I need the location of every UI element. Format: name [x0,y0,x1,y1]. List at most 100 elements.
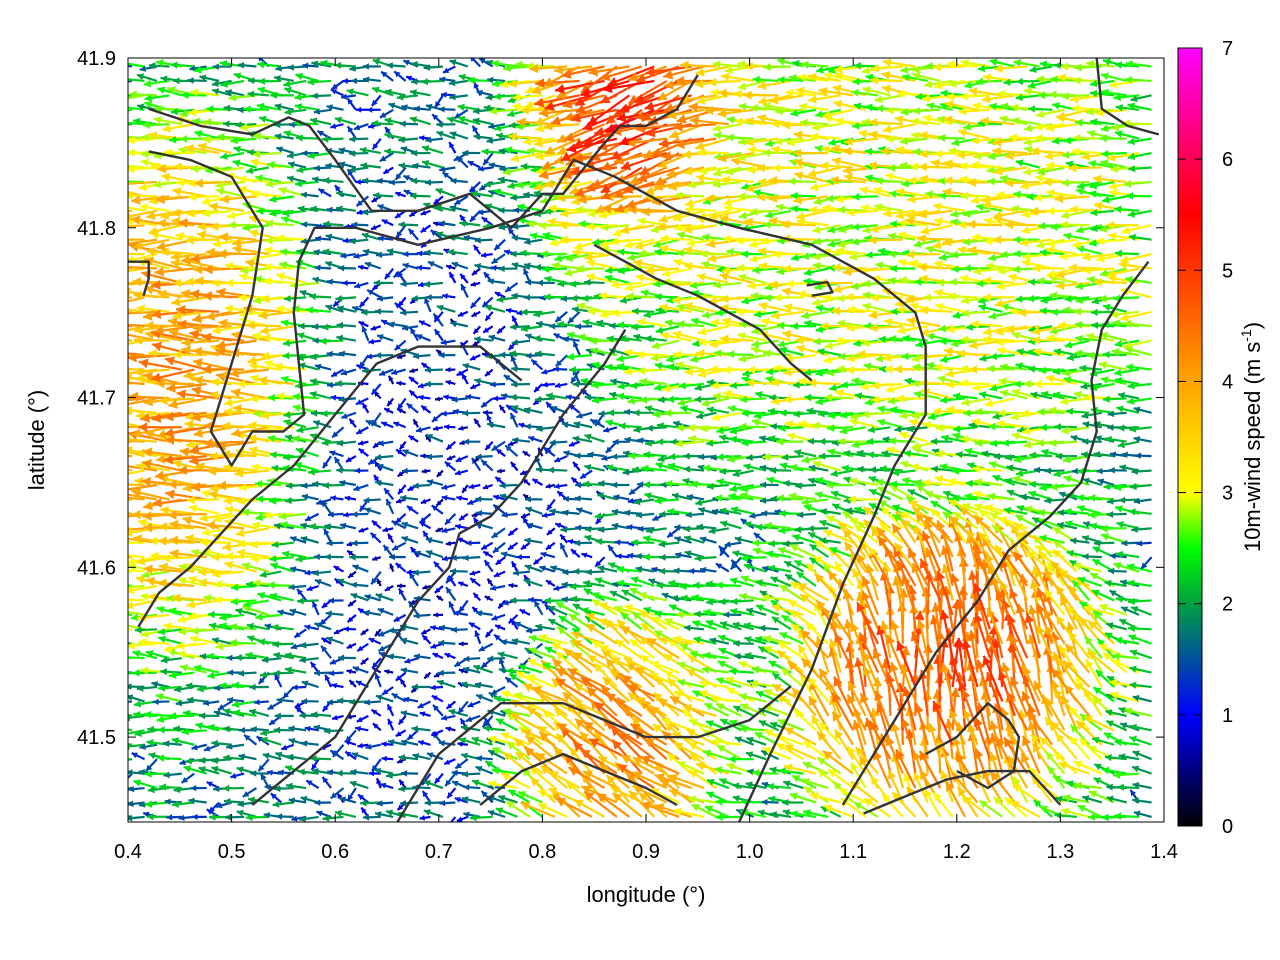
wind-arrow-head [116,583,124,591]
wind-arrow-head [119,352,128,362]
wind-arrow-shaft [97,351,132,355]
wind-arrow-head [119,330,129,339]
wind-arrow-head [96,460,105,469]
wind-arrow-head [105,526,114,536]
wind-arrow-head [97,264,105,273]
wind-arrow-head [94,506,103,515]
wind-arrow-head [107,652,114,660]
wind-arrow-head [114,669,120,676]
wind-arrow-head [97,499,106,508]
wind-arrow-head [110,445,119,454]
wind-arrow-shaft [101,594,132,600]
wind-arrow-head [114,202,122,210]
wind-arrow-head [109,92,116,99]
wind-arrow-head [116,320,125,330]
wind-arrow-head [101,279,109,287]
wind-arrow-shaft [97,499,132,505]
wind-arrow-head [95,295,104,304]
wind-arrow-head [120,534,129,543]
wind-arrow-shaft [117,181,144,182]
wind-arrow-head [119,490,128,500]
wind-arrow-head [112,341,121,350]
wind-arrow-head [102,628,110,636]
wind-arrow [101,133,133,142]
wind-arrow-head [119,653,126,661]
wind-arrow [101,592,132,601]
wind-arrow-head [119,422,128,432]
wind-arrow-shaft [95,477,132,485]
wind-arrow-head [96,246,105,255]
wind-arrow-head [111,785,118,792]
wind-arrow-head [110,757,117,764]
wind-arrow-head [107,151,114,159]
wind-arrow-head [115,539,123,547]
wind-arrow-head [121,779,127,785]
wind-arrow-shaft [100,179,132,181]
wind-arrow-shaft [99,528,132,534]
wind-arrow-head [114,699,120,706]
wind-arrow-shaft [92,325,132,326]
wind-arrow-head [112,471,121,480]
wind-arrow-head [117,95,125,103]
wind-arrow [97,499,132,508]
wind-arrow-head [106,193,113,201]
wind-arrow [97,264,132,273]
wind-arrow-head [102,347,111,357]
wind-arrow-head [95,474,104,483]
wind-arrow-head [123,714,130,721]
wind-arrow-shaft [119,657,145,658]
wind-arrow-head [118,239,127,249]
wind-arrow-head [110,185,119,194]
wind-arrow [96,421,132,430]
wind-arrow-shaft [100,168,132,170]
wind-arrow [95,207,132,216]
wind-arrow-head [111,710,118,717]
wind-arrow-head [107,299,117,308]
wind-arrow-head [122,435,131,444]
wind-arrow-head [118,400,128,410]
wind-arrow [94,357,132,369]
wind-arrow-head [97,347,106,356]
wind-arrow-head [118,643,126,651]
wind-arrow-shaft [101,137,133,138]
wind-arrow-head [122,369,131,378]
wind-arrow-head [118,512,127,522]
wind-arrow-head [117,621,125,629]
wind-arrow [93,433,132,443]
wind-arrow [99,240,132,250]
wind-arrow-shaft [108,484,144,485]
wind-arrow-head [120,119,127,127]
wind-arrow [96,332,132,341]
wind-arrow-head [106,610,113,618]
wind-arrow-shaft [95,297,133,300]
wind-arrow-shaft [96,463,132,471]
wind-arrow-head [96,421,105,430]
wind-arrow [97,413,133,423]
wind-arrow-head [104,377,113,387]
wind-arrow-shaft [98,377,132,384]
wind-arrow-head [117,485,127,495]
wind-arrow [96,460,132,471]
wind-arrow-head [106,580,113,588]
wind-arrow-shaft [99,240,132,247]
wind-arrow-shaft [96,425,132,427]
wind-arrow-shaft [96,250,132,254]
wind-arrow-head [93,433,102,443]
wind-arrow-head [119,60,127,68]
wind-arrow [95,474,132,485]
wind-arrow-head [94,449,103,459]
wind-arrow-head [109,513,118,522]
wind-arrow-head [117,262,126,272]
wind-arrow-head [121,76,128,83]
wind-arrow-head [98,374,107,383]
wind-arrow-head [118,309,127,319]
wind-arrow-head [101,592,110,600]
wind-arrow [95,295,133,304]
wind-arrow-shaft [97,537,132,543]
wind-arrow-head [120,179,129,188]
wind-arrow-head [99,241,108,250]
wind-arrow-head [106,435,115,445]
wind-arrow [92,321,132,331]
wind-arrow-shaft [94,510,132,514]
